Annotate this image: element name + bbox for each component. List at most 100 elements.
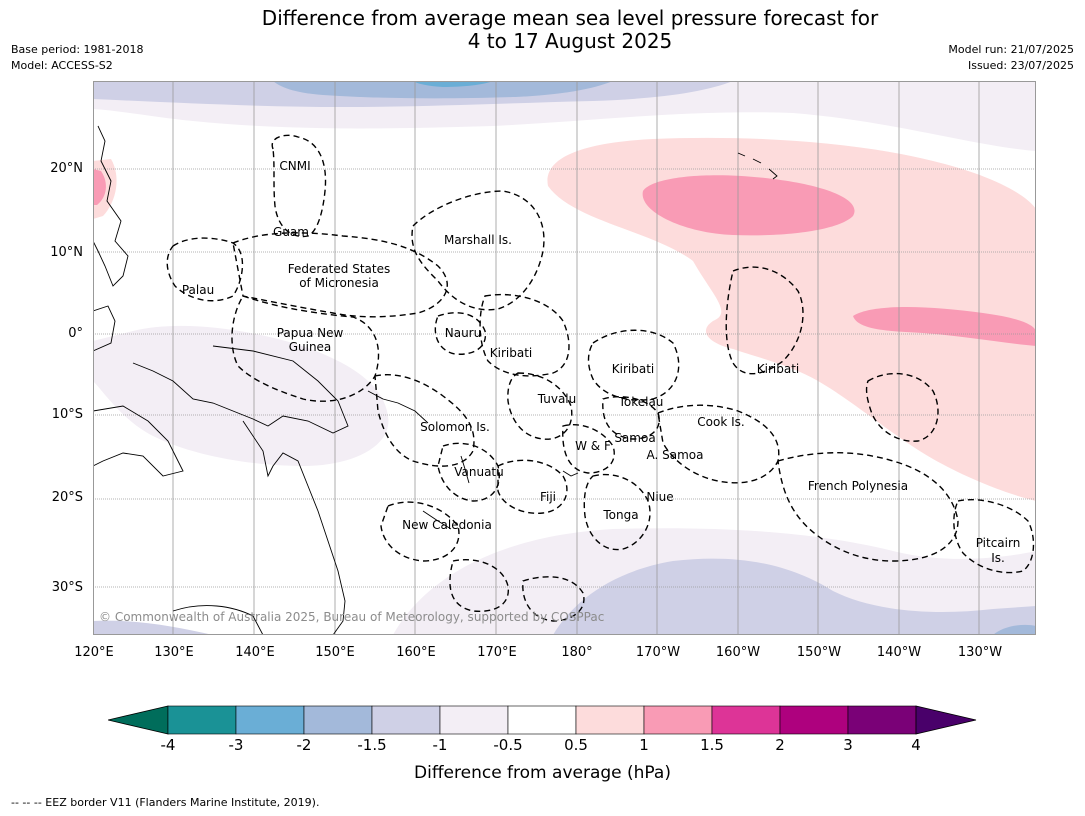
- eez-cnmi: [271, 134, 327, 238]
- lon-label-130e: 130°E: [154, 645, 194, 660]
- label-niue: Niue: [646, 490, 673, 504]
- model-run: Model run: 21/07/2025: [948, 43, 1074, 56]
- map-gridlines: [93, 81, 1036, 635]
- south-lilac-anomaly: [553, 558, 1036, 635]
- label-kiribati-central: Kiribati: [612, 362, 654, 376]
- map-frame: [93, 81, 1036, 635]
- lat-label-equator: 0°: [68, 326, 83, 341]
- label-solomon: Solomon Is.: [420, 420, 490, 434]
- model-name: Model: ACCESS-S2: [11, 59, 113, 72]
- lon-label-160w: 160°W: [715, 645, 761, 660]
- australia-coast: [93, 405, 346, 635]
- label-guam: Guam: [273, 225, 309, 239]
- eez-footnote: -- -- -- EEZ border V11 (Flanders Marine…: [11, 796, 320, 809]
- pink-anomaly-north-pacific: [547, 137, 1036, 502]
- run-info: Model run: 21/07/2025 Issued: 23/07/2025: [948, 42, 1074, 74]
- colorbar-tick-label: 3: [843, 736, 853, 754]
- vanuatu-coast: [460, 455, 470, 484]
- title-line-1: Difference from average mean sea level p…: [261, 6, 879, 30]
- eez-tokelau: [602, 395, 660, 440]
- colorbar-swatch: [643, 705, 713, 735]
- lat-label-20s: 20°S: [51, 490, 83, 505]
- eez-new-caledonia: [380, 501, 460, 562]
- eez-pitcairn: [953, 499, 1035, 574]
- title-line-2: 4 to 17 August 2025: [467, 29, 673, 53]
- base-info: Base period: 1981-2018 Model: ACCESS-S2: [11, 42, 143, 74]
- label-fsm-2: of Micronesia: [299, 276, 379, 290]
- label-wallis-futuna: W & F: [575, 439, 611, 453]
- eez-kermadec: [522, 576, 585, 622]
- eez-marquesas: [865, 372, 939, 442]
- eez-vanuatu: [437, 442, 500, 502]
- label-png-2: Guinea: [289, 340, 332, 354]
- png-coast: [132, 345, 349, 434]
- lat-label-20n: 20°N: [50, 161, 83, 176]
- label-fsm-1: Federated States: [288, 262, 390, 276]
- label-vanuatu: Vanuatu: [454, 465, 504, 479]
- label-palau: Palau: [182, 283, 214, 297]
- label-pitcairn-1: Pitcairn: [976, 536, 1021, 550]
- label-nauru: Nauru: [445, 326, 481, 340]
- lon-label-170e: 170°E: [477, 645, 517, 660]
- colorbar-swatch: [779, 705, 849, 735]
- colorbar-swatch: [303, 705, 373, 735]
- place-labels: CNMI Guam Marshall Is. Federated States …: [182, 159, 1020, 565]
- eez-tonga-niue: [583, 473, 651, 551]
- south-blue-anomaly: [993, 624, 1036, 635]
- label-tuvalu: Tuvalu: [537, 392, 577, 406]
- eez-png: [231, 295, 380, 402]
- eez-nauru: [434, 312, 487, 355]
- colorbar-title: Difference from average (hPa): [414, 763, 671, 783]
- colorbar-swatch: [575, 705, 645, 735]
- new-zealand-coast: [172, 605, 264, 635]
- label-new-caledonia: New Caledonia: [402, 518, 492, 532]
- colorbar-tick-label: -2: [296, 736, 312, 754]
- solomons-coast: [367, 390, 429, 424]
- colorbar-swatch: [711, 705, 781, 735]
- lon-label-170w: 170°W: [635, 645, 681, 660]
- colorbar-tick-label: -1: [432, 736, 448, 754]
- lat-label-10s: 10°S: [51, 407, 83, 422]
- pink-core-hawaii: [642, 175, 855, 236]
- lon-label-130w: 130°W: [957, 645, 1003, 660]
- north-blue-anomaly: [273, 81, 613, 99]
- colorbar-tick-label: 1: [639, 736, 649, 754]
- label-cnmi: CNMI: [279, 159, 310, 173]
- north-teal-anomaly: [413, 81, 493, 87]
- colorbar-extend-high: [915, 705, 977, 735]
- label-samoa: Samoa: [614, 431, 655, 445]
- colorbar-tick-label: 2: [775, 736, 785, 754]
- lat-label-10n: 10°N: [50, 245, 83, 260]
- eez-fiji: [497, 459, 568, 514]
- lon-label-180: 180°: [561, 645, 593, 660]
- colorbar-tick-label: 4: [911, 736, 921, 754]
- colorbar-swatch: [847, 705, 917, 735]
- hawaii-coast: [737, 152, 778, 180]
- lon-label-140w: 140°W: [876, 645, 922, 660]
- philippines-coast: [93, 125, 129, 287]
- colorbar-extend-low: [108, 705, 169, 735]
- colorbar-swatch: [235, 705, 305, 735]
- lon-label-150e: 150°E: [315, 645, 355, 660]
- eez-kiribati-west: [479, 293, 570, 377]
- eez-tuvalu: [507, 372, 573, 440]
- label-png-1: Papua New: [277, 326, 344, 340]
- colorbar-swatch: [167, 705, 237, 735]
- label-american-samoa: A. Samoa: [647, 448, 704, 462]
- issued-date: Issued: 23/07/2025: [967, 59, 1074, 72]
- label-tokelau: Tokelau: [618, 395, 664, 409]
- colorbar-tick-label: -1.5: [357, 736, 387, 754]
- eez-kiribati-line: [725, 266, 804, 375]
- label-french-polynesia: French Polynesia: [808, 479, 908, 493]
- colorbar-swatch: [371, 705, 441, 735]
- eez-french-polynesia: [777, 452, 959, 562]
- pink-core-philippines: [93, 169, 106, 205]
- eez-wf-samoa: [562, 424, 615, 474]
- eez-marshall: [411, 190, 545, 311]
- coastlines: [93, 125, 778, 635]
- pressure-anomaly-map: CNMI Guam Marshall Is. Federated States …: [93, 81, 1036, 635]
- colorbar-swatch: [439, 705, 509, 735]
- south-west-lilac: [93, 620, 213, 635]
- eez-borders: [166, 134, 1035, 622]
- lon-label-150w: 150°W: [796, 645, 842, 660]
